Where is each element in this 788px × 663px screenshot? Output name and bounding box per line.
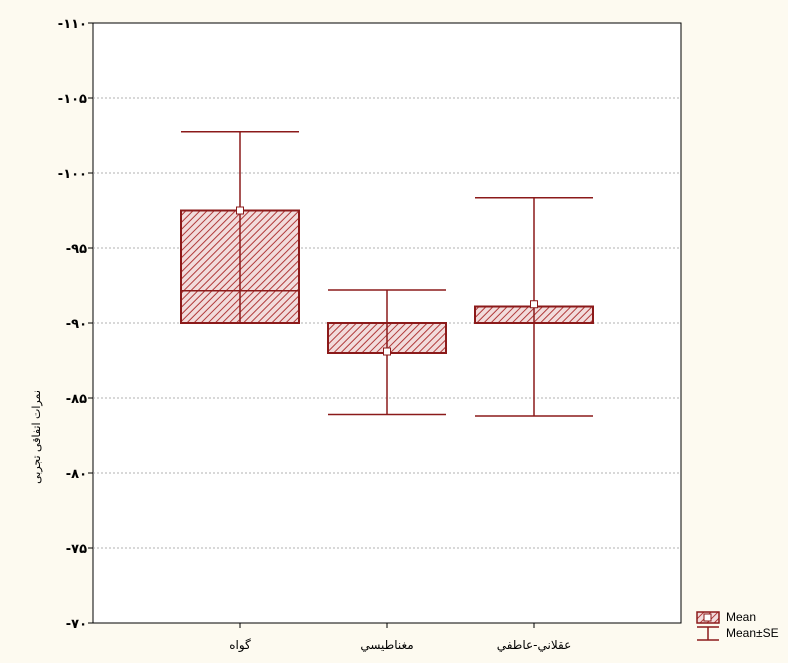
mean-marker — [236, 206, 244, 215]
legend: Mean Mean±SE — [696, 610, 779, 641]
y-tick-label: -۸۰ — [66, 467, 87, 482]
y-tick-label: -۹۵ — [66, 242, 87, 257]
x-axis-labels: گواه مغناطيسي عقلاني-عاطفي — [229, 623, 571, 653]
x-category-label: گواه — [229, 638, 251, 653]
x-category-label: عقلاني-عاطفي — [497, 638, 572, 652]
legend-mean-label: Mean — [726, 610, 756, 624]
box-group — [327, 289, 447, 416]
legend-se-label: Mean±SE — [726, 626, 779, 640]
mean-marker — [530, 300, 538, 309]
box-series — [180, 131, 594, 417]
y-tick-label: -۱۰۵ — [58, 92, 87, 107]
y-tick-label: -۱۱۰ — [58, 17, 87, 32]
y-tick-label: -۷۰ — [66, 617, 87, 632]
mean-marker — [383, 347, 391, 356]
x-category-label: مغناطيسي — [360, 638, 413, 652]
legend-mean-marker — [703, 613, 712, 622]
y-tick-label: -۱۰۰ — [58, 167, 87, 182]
y-axis-title: نمرات اتفاقی تجربی — [30, 390, 43, 484]
y-tick-label: -۷۵ — [66, 542, 87, 557]
y-tick-label: -۸۵ — [66, 392, 87, 407]
y-axis-ticks: -۷۰ -۷۵ -۸۰ -۸۵ -۹۰ -۹۵ -۱۰۰ -۱۰۵ -۱۱۰ — [58, 17, 93, 632]
y-tick-label: -۹۰ — [66, 317, 87, 332]
box-group — [180, 131, 300, 324]
box-group — [474, 197, 594, 417]
